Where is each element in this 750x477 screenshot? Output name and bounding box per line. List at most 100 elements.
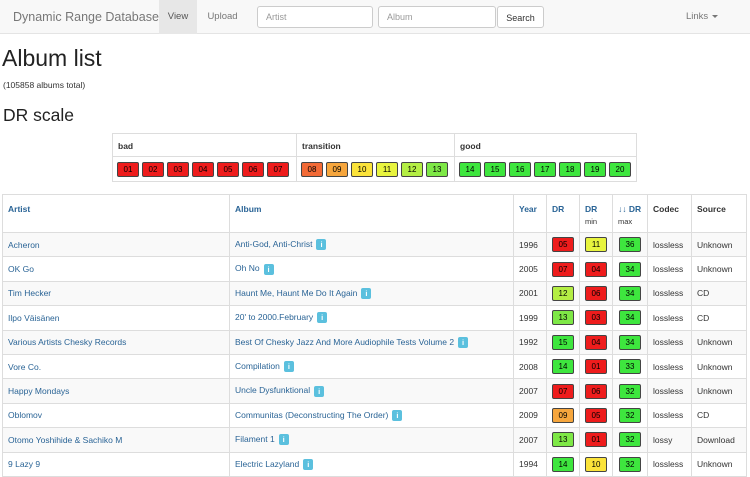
album-link[interactable]: Uncle Dysfunktional xyxy=(235,385,311,396)
dr-scale-group-bad: bad 01 02 03 04 05 06 07 xyxy=(113,134,296,181)
artist-link[interactable]: Otomo Yoshihide & Sachiko M xyxy=(8,434,123,445)
source-cell: Unknown xyxy=(691,451,747,477)
dr-sort-link[interactable]: DR xyxy=(552,204,565,214)
info-icon[interactable]: i xyxy=(278,434,289,446)
dr-scale-chip: 10 xyxy=(351,162,373,177)
year-cell: 2009 xyxy=(513,402,547,429)
album-link[interactable]: Filament 1 xyxy=(235,434,275,445)
dr-min-badge: 04 xyxy=(585,261,607,277)
year-header[interactable]: Year xyxy=(513,194,547,233)
dr-scale-chip: 19 xyxy=(584,162,606,177)
dr-min-cell: 06 xyxy=(579,280,613,307)
artist-cell: Otomo Yoshihide & Sachiko M xyxy=(2,427,230,453)
dr-min-cell: 04 xyxy=(579,329,613,355)
info-icon[interactable]: i xyxy=(392,410,403,422)
dr-max-sort-link[interactable]: ↓↓ DR xyxy=(618,204,641,214)
info-icon[interactable]: i xyxy=(303,458,314,470)
info-icon[interactable]: i xyxy=(316,239,327,251)
dr-scale-chip: 01 xyxy=(117,162,139,177)
source-cell: Unknown xyxy=(691,378,747,404)
dr-max-badge: 32 xyxy=(619,383,641,399)
dr-badge: 07 xyxy=(552,383,574,399)
artist-cell: OK Go xyxy=(2,256,230,282)
year-cell: 1994 xyxy=(513,451,547,477)
links-dropdown[interactable]: Links xyxy=(686,0,719,34)
artist-link[interactable]: Happy Mondays xyxy=(8,386,70,397)
info-icon[interactable]: i xyxy=(361,288,372,300)
album-table-body: Acheron Anti-God, Anti-Christ i 1996 05 11 36 l… xyxy=(2,231,747,477)
dr-cell: 13 xyxy=(546,427,580,453)
dr-max-cell: 34 xyxy=(612,305,648,331)
album-header[interactable]: Album xyxy=(229,194,514,233)
artist-cell: Tim Hecker xyxy=(2,280,230,307)
album-link[interactable]: 20' to 2000.February xyxy=(235,312,314,323)
artist-cell: Oblomov xyxy=(2,402,230,429)
artist-link[interactable]: Various Artists Chesky Records xyxy=(8,337,127,348)
nav-upload[interactable]: Upload xyxy=(207,11,238,22)
album-cell: Communitas (Deconstructing The Order) i xyxy=(229,402,514,429)
album-link[interactable]: Haunt Me, Haunt Me Do It Again xyxy=(235,287,358,298)
table-row: Acheron Anti-God, Anti-Christ i 1996 05 11 36 l… xyxy=(2,231,747,258)
info-icon[interactable]: i xyxy=(263,263,274,275)
dr-min-badge: 03 xyxy=(585,310,607,326)
dr-min-sort-link[interactable]: DR xyxy=(585,204,598,214)
album-link[interactable]: Electric Lazyland xyxy=(235,458,300,469)
codec-cell: lossless xyxy=(647,280,692,307)
artist-link[interactable]: Tim Hecker xyxy=(8,288,52,299)
album-cell: Anti-God, Anti-Christ i xyxy=(229,231,514,258)
nav-view[interactable]: View xyxy=(159,0,197,34)
dr-scale-chip: 08 xyxy=(301,162,323,177)
search-button[interactable]: Search xyxy=(497,6,544,28)
year-cell: 2005 xyxy=(513,256,547,282)
artist-link[interactable]: 9 Lazy 9 xyxy=(8,459,41,470)
album-link[interactable]: Oh No xyxy=(235,263,260,274)
artist-link[interactable]: Vore Co. xyxy=(8,361,42,372)
info-icon[interactable]: i xyxy=(314,385,325,397)
album-search-input[interactable] xyxy=(378,6,496,28)
source-cell: CD xyxy=(691,305,747,331)
artist-link[interactable]: Ilpo Väisänen xyxy=(8,312,60,323)
dr-min-badge: 06 xyxy=(585,383,607,399)
dr-cell: 13 xyxy=(546,305,580,331)
album-link[interactable]: Compilation xyxy=(235,361,280,372)
dr-group-label: transition xyxy=(302,141,341,151)
dr-max-cell: 32 xyxy=(612,427,648,453)
dr-badge: 14 xyxy=(552,359,574,375)
album-cell: Best Of Chesky Jazz And More Audiophile … xyxy=(229,329,514,355)
album-sort-link[interactable]: Album xyxy=(235,204,262,214)
dr-header[interactable]: DR xyxy=(546,194,580,233)
dr-badge: 05 xyxy=(552,237,574,253)
artist-search-input[interactable] xyxy=(257,6,373,28)
info-icon[interactable]: i xyxy=(458,336,469,348)
artist-link[interactable]: Acheron xyxy=(8,239,40,250)
info-icon[interactable]: i xyxy=(283,361,294,373)
table-row: Ilpo Väisänen 20' to 2000.February i 1999 13… xyxy=(2,305,747,331)
table-row: Oblomov Communitas (Deconstructing The Or… xyxy=(2,402,747,429)
artist-header[interactable]: Artist xyxy=(2,194,230,233)
codec-cell: lossless xyxy=(647,256,692,282)
year-cell: 2007 xyxy=(513,427,547,453)
album-link[interactable]: Communitas (Deconstructing The Order) xyxy=(235,409,389,420)
dr-badge: 13 xyxy=(552,432,574,448)
artist-link[interactable]: Oblomov xyxy=(8,410,43,421)
dr-min-header[interactable]: DR min xyxy=(579,194,613,233)
album-link[interactable]: Anti-God, Anti-Christ xyxy=(235,239,313,250)
dr-badge: 09 xyxy=(552,407,574,423)
dr-min-badge: 01 xyxy=(585,432,607,448)
artist-sort-link[interactable]: Artist xyxy=(8,204,31,214)
brand-link[interactable]: Dynamic Range Database xyxy=(13,10,159,24)
dr-scale-chip: 14 xyxy=(459,162,481,177)
table-row: Various Artists Chesky Records Best Of Ch… xyxy=(2,329,747,355)
codec-cell: lossless xyxy=(647,329,692,355)
info-icon[interactable]: i xyxy=(317,312,328,324)
album-link[interactable]: Best Of Chesky Jazz And More Audiophile … xyxy=(235,336,455,347)
dr-max-badge: 33 xyxy=(619,359,641,375)
dr-cell: 14 xyxy=(546,451,580,477)
dr-max-header[interactable]: ↓↓ DR max xyxy=(612,194,648,233)
artist-link[interactable]: OK Go xyxy=(8,264,34,275)
year-sort-link[interactable]: Year xyxy=(519,204,537,214)
album-cell: Compilation i xyxy=(229,353,514,380)
table-row: Tim Hecker Haunt Me, Haunt Me Do It Again… xyxy=(2,280,747,307)
page-title: Album list xyxy=(2,45,102,71)
codec-cell: lossless xyxy=(647,378,692,404)
